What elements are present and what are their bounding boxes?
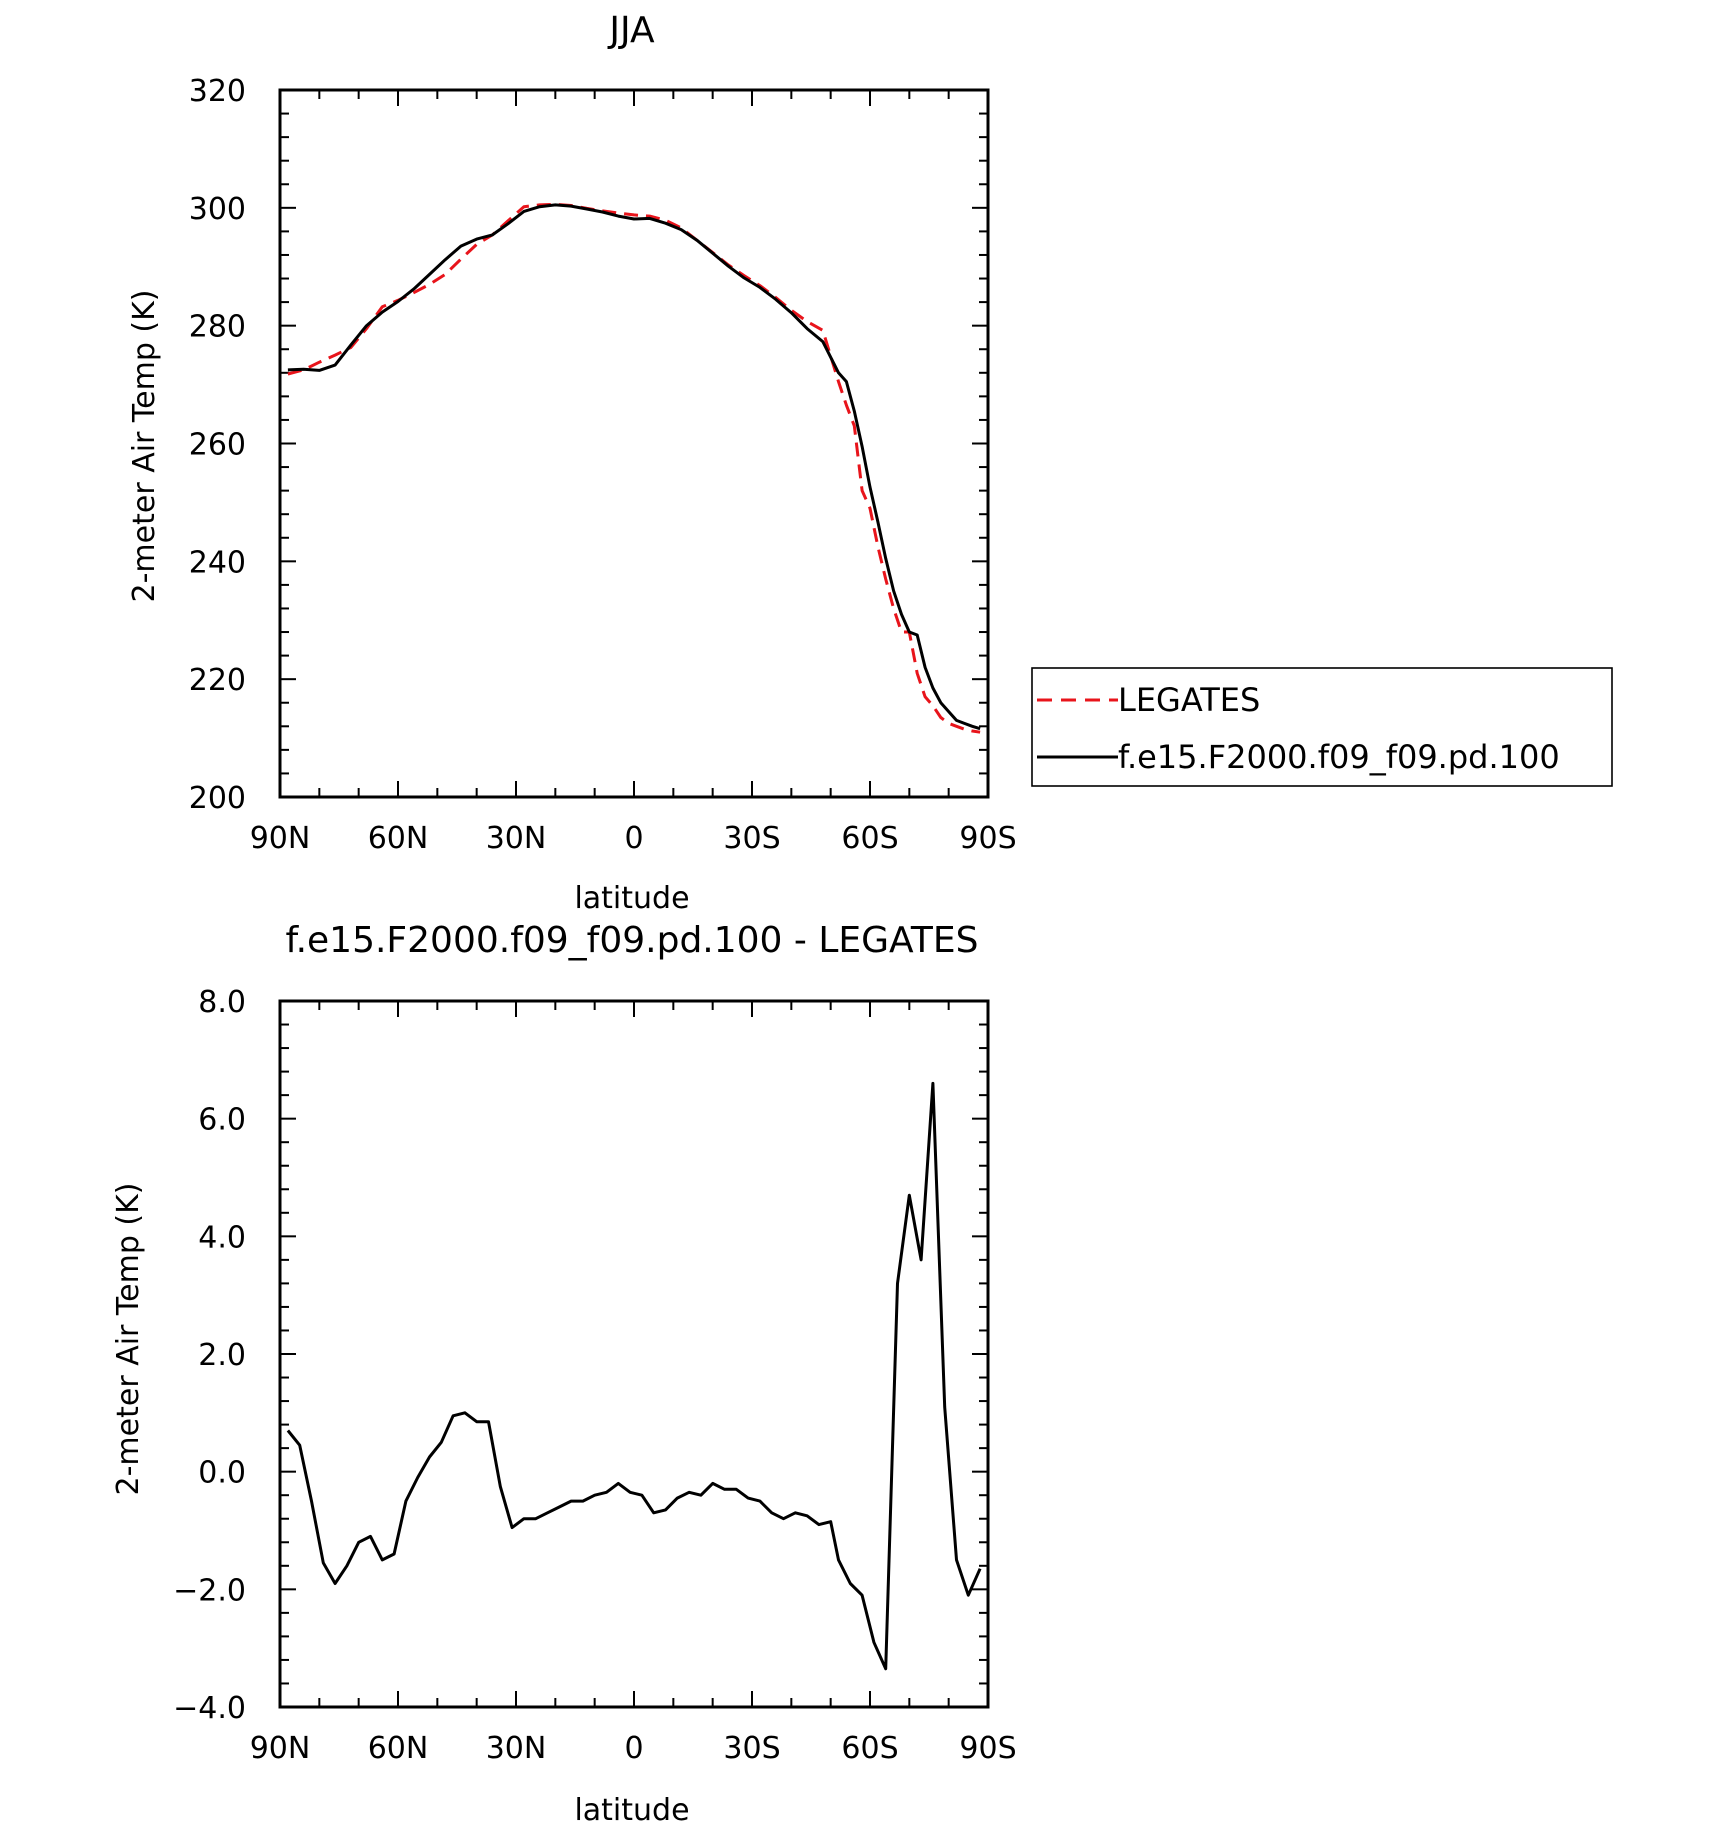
- x-tick-label: 60S: [841, 821, 898, 856]
- plot-frame: [278, 88, 990, 799]
- bottom-axes: 90N 60N 30N 0 30S 60S 90S −4.0 −2.0 0.0 2.0 4.0 6.0 8…: [173, 985, 1016, 1766]
- x-tick-label: 30N: [486, 821, 547, 856]
- x-tick-label: 90N: [250, 821, 311, 856]
- top-axes: 90N 60N 30N 0 30S 60S 90S 200 220 240 260 280 300 320: [189, 74, 1017, 856]
- y-tick-label: 240: [189, 545, 246, 580]
- top-y-axis-label: 2-meter Air Temp (K): [127, 290, 162, 603]
- x-tick-label: 0: [624, 821, 643, 856]
- bottom-x-axis-label: latitude: [574, 1793, 689, 1822]
- y-tick-label: 8.0: [198, 985, 246, 1020]
- y-tick-label: 4.0: [198, 1220, 246, 1255]
- x-tick-label: 60N: [368, 1731, 429, 1766]
- x-tick-label: 0: [624, 1731, 643, 1766]
- bottom-y-axis-label: 2-meter Air Temp (K): [111, 1183, 146, 1496]
- y-tick-label: 280: [189, 310, 246, 345]
- legend-label-model: f.e15.F2000.f09_f09.pd.100: [1118, 738, 1560, 776]
- top-x-axis-label: latitude: [574, 881, 689, 916]
- legend: LEGATES f.e15.F2000.f09_f09.pd.100: [1031, 667, 1613, 787]
- top-chart-title: JJA: [607, 10, 655, 51]
- series-line-1: [287, 203, 981, 731]
- series-line-0: [286, 1081, 982, 1671]
- bottom-series: [286, 1081, 982, 1671]
- x-tick-label: 60S: [841, 1731, 898, 1766]
- top-panel: JJA 90N 60N 30N 0 30S 60S 90S 200 220 240 260 280 30…: [127, 10, 1613, 916]
- y-tick-label: 320: [189, 74, 246, 109]
- y-tick-label: 0.0: [198, 1456, 246, 1491]
- y-tick-label: 220: [189, 663, 246, 698]
- x-tick-label: 90S: [959, 821, 1016, 856]
- series-line-0: [287, 202, 981, 734]
- bottom-chart-title: f.e15.F2000.f09_f09.pd.100 - LEGATES: [286, 920, 979, 961]
- y-tick-label: 260: [189, 428, 246, 463]
- x-tick-label: 90N: [250, 1731, 311, 1766]
- y-tick-label: 200: [189, 781, 246, 816]
- x-tick-label: 30N: [486, 1731, 547, 1766]
- y-tick-label: −2.0: [173, 1573, 246, 1608]
- x-tick-label: 30S: [723, 1731, 780, 1766]
- y-tick-label: −4.0: [173, 1691, 246, 1726]
- x-tick-label: 30S: [723, 821, 780, 856]
- plot-frame: [278, 999, 990, 1709]
- y-tick-label: 300: [189, 192, 246, 227]
- bottom-panel: f.e15.F2000.f09_f09.pd.100 - LEGATES 90N…: [111, 920, 1017, 1822]
- top-series: [287, 202, 981, 734]
- legend-box: [1031, 667, 1613, 787]
- legend-label-legates: LEGATES: [1118, 681, 1260, 719]
- x-tick-label: 60N: [368, 821, 429, 856]
- y-tick-label: 6.0: [198, 1103, 246, 1138]
- y-tick-label: 2.0: [198, 1338, 246, 1373]
- x-tick-label: 90S: [959, 1731, 1016, 1766]
